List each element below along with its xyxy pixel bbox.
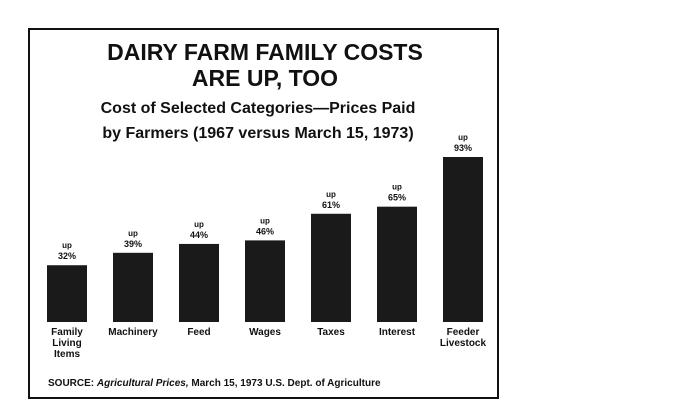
value-label: 32% [58, 251, 76, 261]
frame [28, 28, 499, 399]
value-label: 44% [190, 230, 208, 240]
bar [311, 213, 351, 322]
chart-subtitle: Cost of Selected Categories—Prices Paid [101, 100, 416, 117]
x-tick-label-line: Machinery [108, 327, 158, 338]
chart-title: DAIRY FARM FAMILY COSTS [107, 39, 423, 65]
x-tick-label-line: Living [52, 338, 81, 349]
value-label-prefix: up [260, 216, 270, 225]
bar [443, 157, 483, 322]
x-tick-label: Feed [187, 327, 210, 338]
value-label-prefix: up [62, 241, 72, 250]
x-tick-label: Interest [379, 327, 416, 338]
bar [179, 243, 219, 322]
value-label: 46% [256, 226, 274, 236]
x-tick-label: Family Living Items [51, 327, 83, 360]
source-label: SOURCE: [48, 378, 94, 389]
value-label-prefix: up [326, 190, 336, 199]
value-label: 39% [124, 239, 142, 249]
x-tick-label-line: Family [51, 327, 83, 338]
value-label-prefix: up [194, 220, 204, 229]
chart-title: ARE UP, TOO [192, 65, 338, 91]
value-label: 65% [388, 193, 406, 203]
x-tick-label-line: Items [54, 349, 81, 360]
x-tick-label-line: Interest [379, 327, 416, 338]
source-rest: March 15, 1973 U.S. Dept. of Agriculture [191, 378, 381, 389]
x-tick-label-line: Feeder [447, 327, 480, 338]
x-tick-label: Machinery [108, 327, 158, 338]
value-label: 61% [322, 200, 340, 210]
x-tick-label: Wages [249, 327, 281, 338]
bar [47, 265, 87, 322]
source-publication: Agricultural Prices, [96, 378, 189, 389]
source: SOURCE: Agricultural Prices, March 15, 1… [48, 378, 381, 389]
value-label: 93% [454, 143, 472, 153]
x-tick-label-line: Wages [249, 327, 281, 338]
x-tick-label-line: Livestock [440, 338, 487, 349]
value-label-prefix: up [128, 229, 138, 238]
bar [245, 240, 285, 322]
value-label-prefix: up [392, 183, 402, 192]
x-tick-label-line: Taxes [317, 327, 345, 338]
bar [377, 206, 417, 322]
x-tick-label-line: Feed [187, 327, 210, 338]
x-tick-label: Feeder Livestock [440, 327, 487, 349]
chart-subtitle: by Farmers (1967 versus March 15, 1973) [102, 125, 413, 142]
bar [113, 252, 153, 322]
value-label-prefix: up [458, 133, 468, 142]
x-tick-label: Taxes [317, 327, 345, 338]
